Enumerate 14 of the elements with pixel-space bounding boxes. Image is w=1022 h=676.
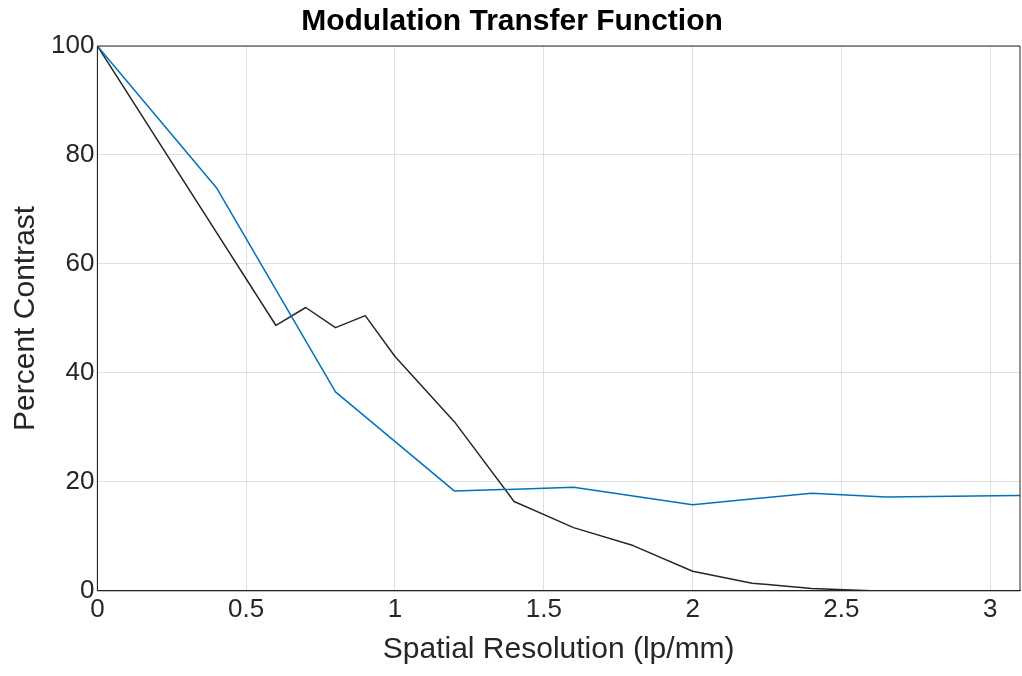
x-tick-label: 1.5	[525, 592, 562, 623]
x-tick-label: 3	[983, 592, 998, 623]
x-tick-label: 0.5	[228, 592, 265, 623]
y-axis-title: Percent Contrast	[7, 205, 41, 431]
chart-title: Modulation Transfer Function	[301, 3, 723, 37]
x-tick-label: 2	[685, 592, 700, 623]
y-tick-label: 80	[65, 138, 95, 169]
x-tick-label: 2.5	[823, 592, 860, 623]
y-tick-label: 60	[65, 247, 95, 278]
x-tick-label: 1	[387, 592, 403, 623]
x-axis-title: Spatial Resolution (lp/mm)	[382, 631, 735, 665]
y-tick-label: 40	[65, 356, 95, 387]
y-tick-label: 20	[65, 465, 95, 496]
y-tick-label: 100	[50, 29, 95, 60]
